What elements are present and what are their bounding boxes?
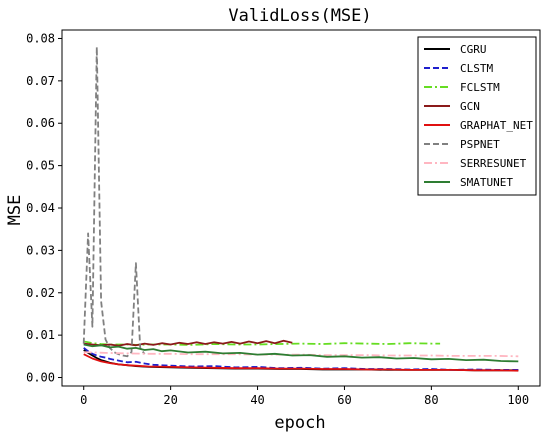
legend: CGRU CLSTM FCLSTM GCN GRAPHAT_NET PSPNET SERRE… (417, 36, 537, 196)
plot-area: 0 20 40 60 80 100 0.00 0.01 0.02 0.03 0.04 0.05 0.06… (26, 29, 541, 407)
x-tick-label: 40 (250, 393, 264, 407)
y-tick-label: 0.05 (26, 159, 55, 173)
y-tick-label: 0.02 (26, 286, 55, 300)
legend-label: GCN (460, 100, 480, 113)
y-tick-label: 0.07 (26, 74, 55, 88)
legend-label: CLSTM (460, 62, 493, 75)
y-axis-title: MSE (5, 195, 25, 226)
series-line-gcn (83, 339, 293, 347)
x-tick-label: 100 (507, 393, 529, 407)
legend-label: SMATUNET (460, 176, 513, 189)
x-tick-label: 20 (163, 393, 177, 407)
x-tick-label: 0 (80, 393, 87, 407)
series-line-pspnet (82, 46, 146, 358)
x-tick-label: 80 (424, 393, 438, 407)
legend-label: PSPNET (460, 138, 500, 151)
x-axis-title: epoch (274, 413, 325, 433)
legend-label: FCLSTM (460, 81, 500, 94)
y-tick-label: 0.08 (26, 31, 55, 45)
legend-label: GRAPHAT_NET (460, 119, 533, 132)
legend-box (417, 36, 537, 196)
series-line-graphat-net (83, 353, 519, 372)
y-tick-label: 0.06 (26, 116, 55, 130)
y-tick-label: 0.00 (26, 371, 55, 385)
y-tick-label: 0.03 (26, 243, 55, 257)
y-tick-label: 0.01 (26, 328, 55, 342)
series-line-smatunet (83, 343, 519, 363)
legend-label: SERRESUNET (460, 157, 527, 170)
y-tick-label: 0.04 (26, 201, 55, 215)
chart-title: ValidLoss(MSE) (228, 6, 371, 26)
legend-label: CGRU (460, 43, 487, 56)
x-tick-label: 60 (337, 393, 351, 407)
